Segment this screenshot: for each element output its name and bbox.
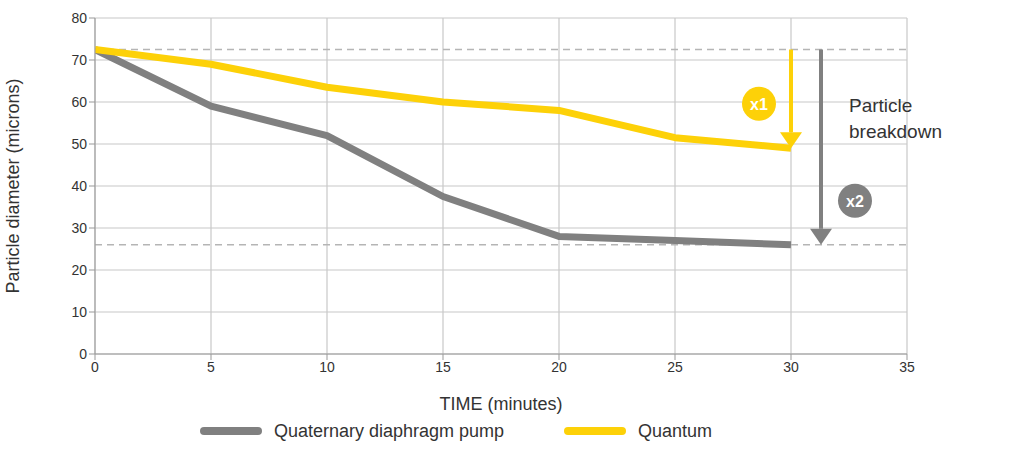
svg-text:20: 20 (71, 262, 87, 278)
html-text:Quaternary diaphragm pump: Quaternary diaphragm pump (273, 420, 504, 441)
svg-text:0: 0 (79, 346, 87, 362)
svg-text:15: 15 (435, 359, 451, 375)
svg-text:5: 5 (207, 359, 215, 375)
svg-text:70: 70 (71, 52, 87, 68)
svg-text:x2: x2 (846, 193, 864, 210)
svg-text:50: 50 (71, 136, 87, 152)
svg-text:35: 35 (899, 359, 915, 375)
svg-text:10: 10 (319, 359, 335, 375)
svg-text:60: 60 (71, 94, 87, 110)
svg-text:TIME (minutes): TIME (minutes) (439, 394, 562, 414)
svg-text:25: 25 (667, 359, 683, 375)
svg-text:30: 30 (783, 359, 799, 375)
svg-text:10: 10 (71, 304, 87, 320)
svg-text:80: 80 (71, 10, 87, 26)
html-text:Quantum: Quantum (638, 420, 713, 441)
svg-text:40: 40 (71, 178, 87, 194)
svg-text:0: 0 (91, 359, 99, 375)
svg-text:30: 30 (71, 220, 87, 236)
svg-text:Particle diameter (microns): Particle diameter (microns) (8, 78, 23, 293)
svg-text:Particlebreakdown: Particlebreakdown (849, 95, 942, 142)
svg-text:x1: x1 (750, 96, 768, 113)
svg-text:20: 20 (551, 359, 567, 375)
